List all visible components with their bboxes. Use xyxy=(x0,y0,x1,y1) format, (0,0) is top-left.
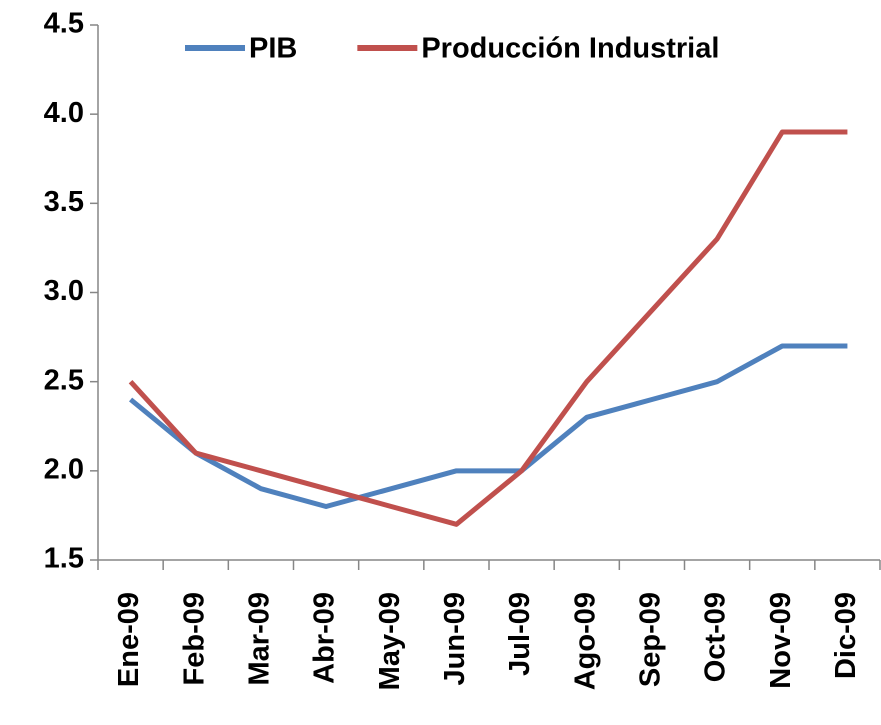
y-tick-label: 1.5 xyxy=(44,543,84,575)
legend-label: PIB xyxy=(249,33,297,65)
x-tick-label: Sep-09 xyxy=(635,592,667,687)
x-tick-label: Feb-09 xyxy=(178,592,210,685)
y-tick-label: 3.5 xyxy=(44,186,84,218)
x-tick-label: Ago-09 xyxy=(569,592,601,690)
y-tick-label: 3.0 xyxy=(44,275,84,307)
y-tick-label: 2.5 xyxy=(44,364,84,396)
x-tick-label: Mar-09 xyxy=(244,592,276,686)
series-line xyxy=(128,129,848,527)
x-tick-label: May-09 xyxy=(374,592,406,690)
x-tick-label: Dic-09 xyxy=(830,592,862,679)
y-tick-label: 4.5 xyxy=(44,8,84,40)
x-tick-label: Ene-09 xyxy=(113,592,145,687)
y-tick-label: 4.0 xyxy=(44,97,84,129)
x-tick-label: Jun-09 xyxy=(439,592,471,685)
x-tick-label: Jul-09 xyxy=(504,592,536,676)
y-tick-label: 2.0 xyxy=(44,453,84,485)
x-tick-label: Nov-09 xyxy=(765,592,797,689)
legend-label: Producción Industrial xyxy=(421,33,719,65)
series-line xyxy=(128,343,848,509)
x-tick-label: Oct-09 xyxy=(700,592,732,682)
x-tick-label: Abr-09 xyxy=(309,592,341,684)
